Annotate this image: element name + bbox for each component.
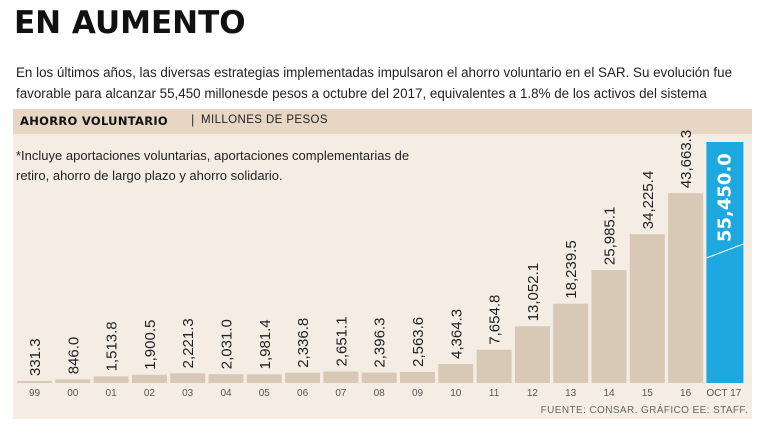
bar-11 (476, 349, 512, 383)
value-label-oct-17: 55,450.0 (714, 153, 735, 242)
bar-02 (131, 374, 167, 383)
x-tick-01: 01 (106, 388, 118, 399)
x-tick-08: 08 (374, 388, 386, 399)
x-tick-16: 16 (680, 388, 692, 399)
x-tick-00: 00 (67, 388, 79, 399)
value-label-00: 846.0 (65, 337, 82, 375)
section-separator: | (191, 112, 195, 127)
x-tick-13: 13 (565, 388, 577, 399)
x-tick-09: 09 (412, 388, 424, 399)
value-label-03: 2,221.3 (180, 318, 197, 368)
x-tick-14: 14 (603, 388, 615, 399)
value-label-14: 25,985.1 (602, 207, 619, 265)
x-tick-05: 05 (259, 388, 271, 399)
value-label-15: 34,225.4 (640, 171, 657, 229)
page-subtitle: En los últimos años, las diversas estrat… (16, 65, 733, 101)
x-tick-07: 07 (335, 388, 347, 399)
value-label-02: 1,900.5 (142, 320, 159, 370)
x-tick-15: 15 (642, 388, 654, 399)
highlight-accent-line (706, 243, 744, 259)
section-label: AHORRO VOLUNTARIO (20, 114, 169, 128)
value-label-04: 2,031.0 (219, 319, 236, 369)
value-label-06: 2,336.8 (295, 318, 312, 368)
bar-05 (246, 374, 282, 383)
value-label-09: 2,563.6 (410, 317, 427, 367)
value-label-99: 331.3 (27, 338, 44, 376)
bar-12 (514, 326, 550, 383)
value-label-10: 4,364.3 (448, 309, 465, 359)
x-tick-04: 04 (220, 388, 232, 399)
bar-16 (668, 193, 704, 383)
x-tick-10: 10 (450, 388, 462, 399)
value-label-13: 18,239.5 (563, 240, 580, 298)
bar-oct-17 (706, 142, 744, 383)
x-tick-06: 06 (297, 388, 309, 399)
value-label-07: 2,651.1 (333, 316, 350, 366)
value-label-05: 1,981.4 (257, 319, 274, 369)
bar-15 (629, 234, 665, 383)
bar-01 (93, 376, 129, 383)
x-tick-12: 12 (527, 388, 539, 399)
bar-04 (208, 374, 244, 383)
x-tick-99: 99 (29, 388, 41, 399)
bar-08 (361, 372, 397, 383)
x-tick-oct-17: OCT 17 (706, 388, 741, 399)
x-tick-11: 11 (489, 388, 500, 399)
x-tick-03: 03 (182, 388, 194, 399)
bar-10 (438, 364, 474, 383)
section-header: AHORRO VOLUNTARIO | MILLONES DE PESOS (13, 109, 752, 134)
source-credit: FUENTE: CONSAR. GRÁFICO EE: STAFF. (540, 405, 748, 416)
value-label-11: 7,654.8 (487, 295, 504, 345)
value-label-08: 2,396.3 (372, 318, 389, 368)
value-label-16: 43,663.3 (678, 130, 695, 188)
bar-06 (285, 372, 321, 383)
bar-14 (591, 270, 627, 383)
bar-99 (17, 381, 52, 383)
bar-03 (170, 373, 206, 383)
value-label-12: 13,052.1 (525, 263, 542, 321)
chart-footnote: *Incluye aportaciones voluntarias, aport… (16, 148, 410, 183)
bar-07 (323, 371, 359, 383)
page-title: EN AUMENTO (14, 5, 246, 41)
chart-panel (13, 134, 752, 419)
bar-13 (553, 303, 589, 383)
value-label-01: 1,513.8 (104, 321, 121, 371)
bar-00 (55, 379, 91, 383)
section-unit: MILLONES DE PESOS (201, 114, 328, 126)
x-tick-02: 02 (144, 388, 156, 399)
bar-09 (400, 371, 435, 383)
